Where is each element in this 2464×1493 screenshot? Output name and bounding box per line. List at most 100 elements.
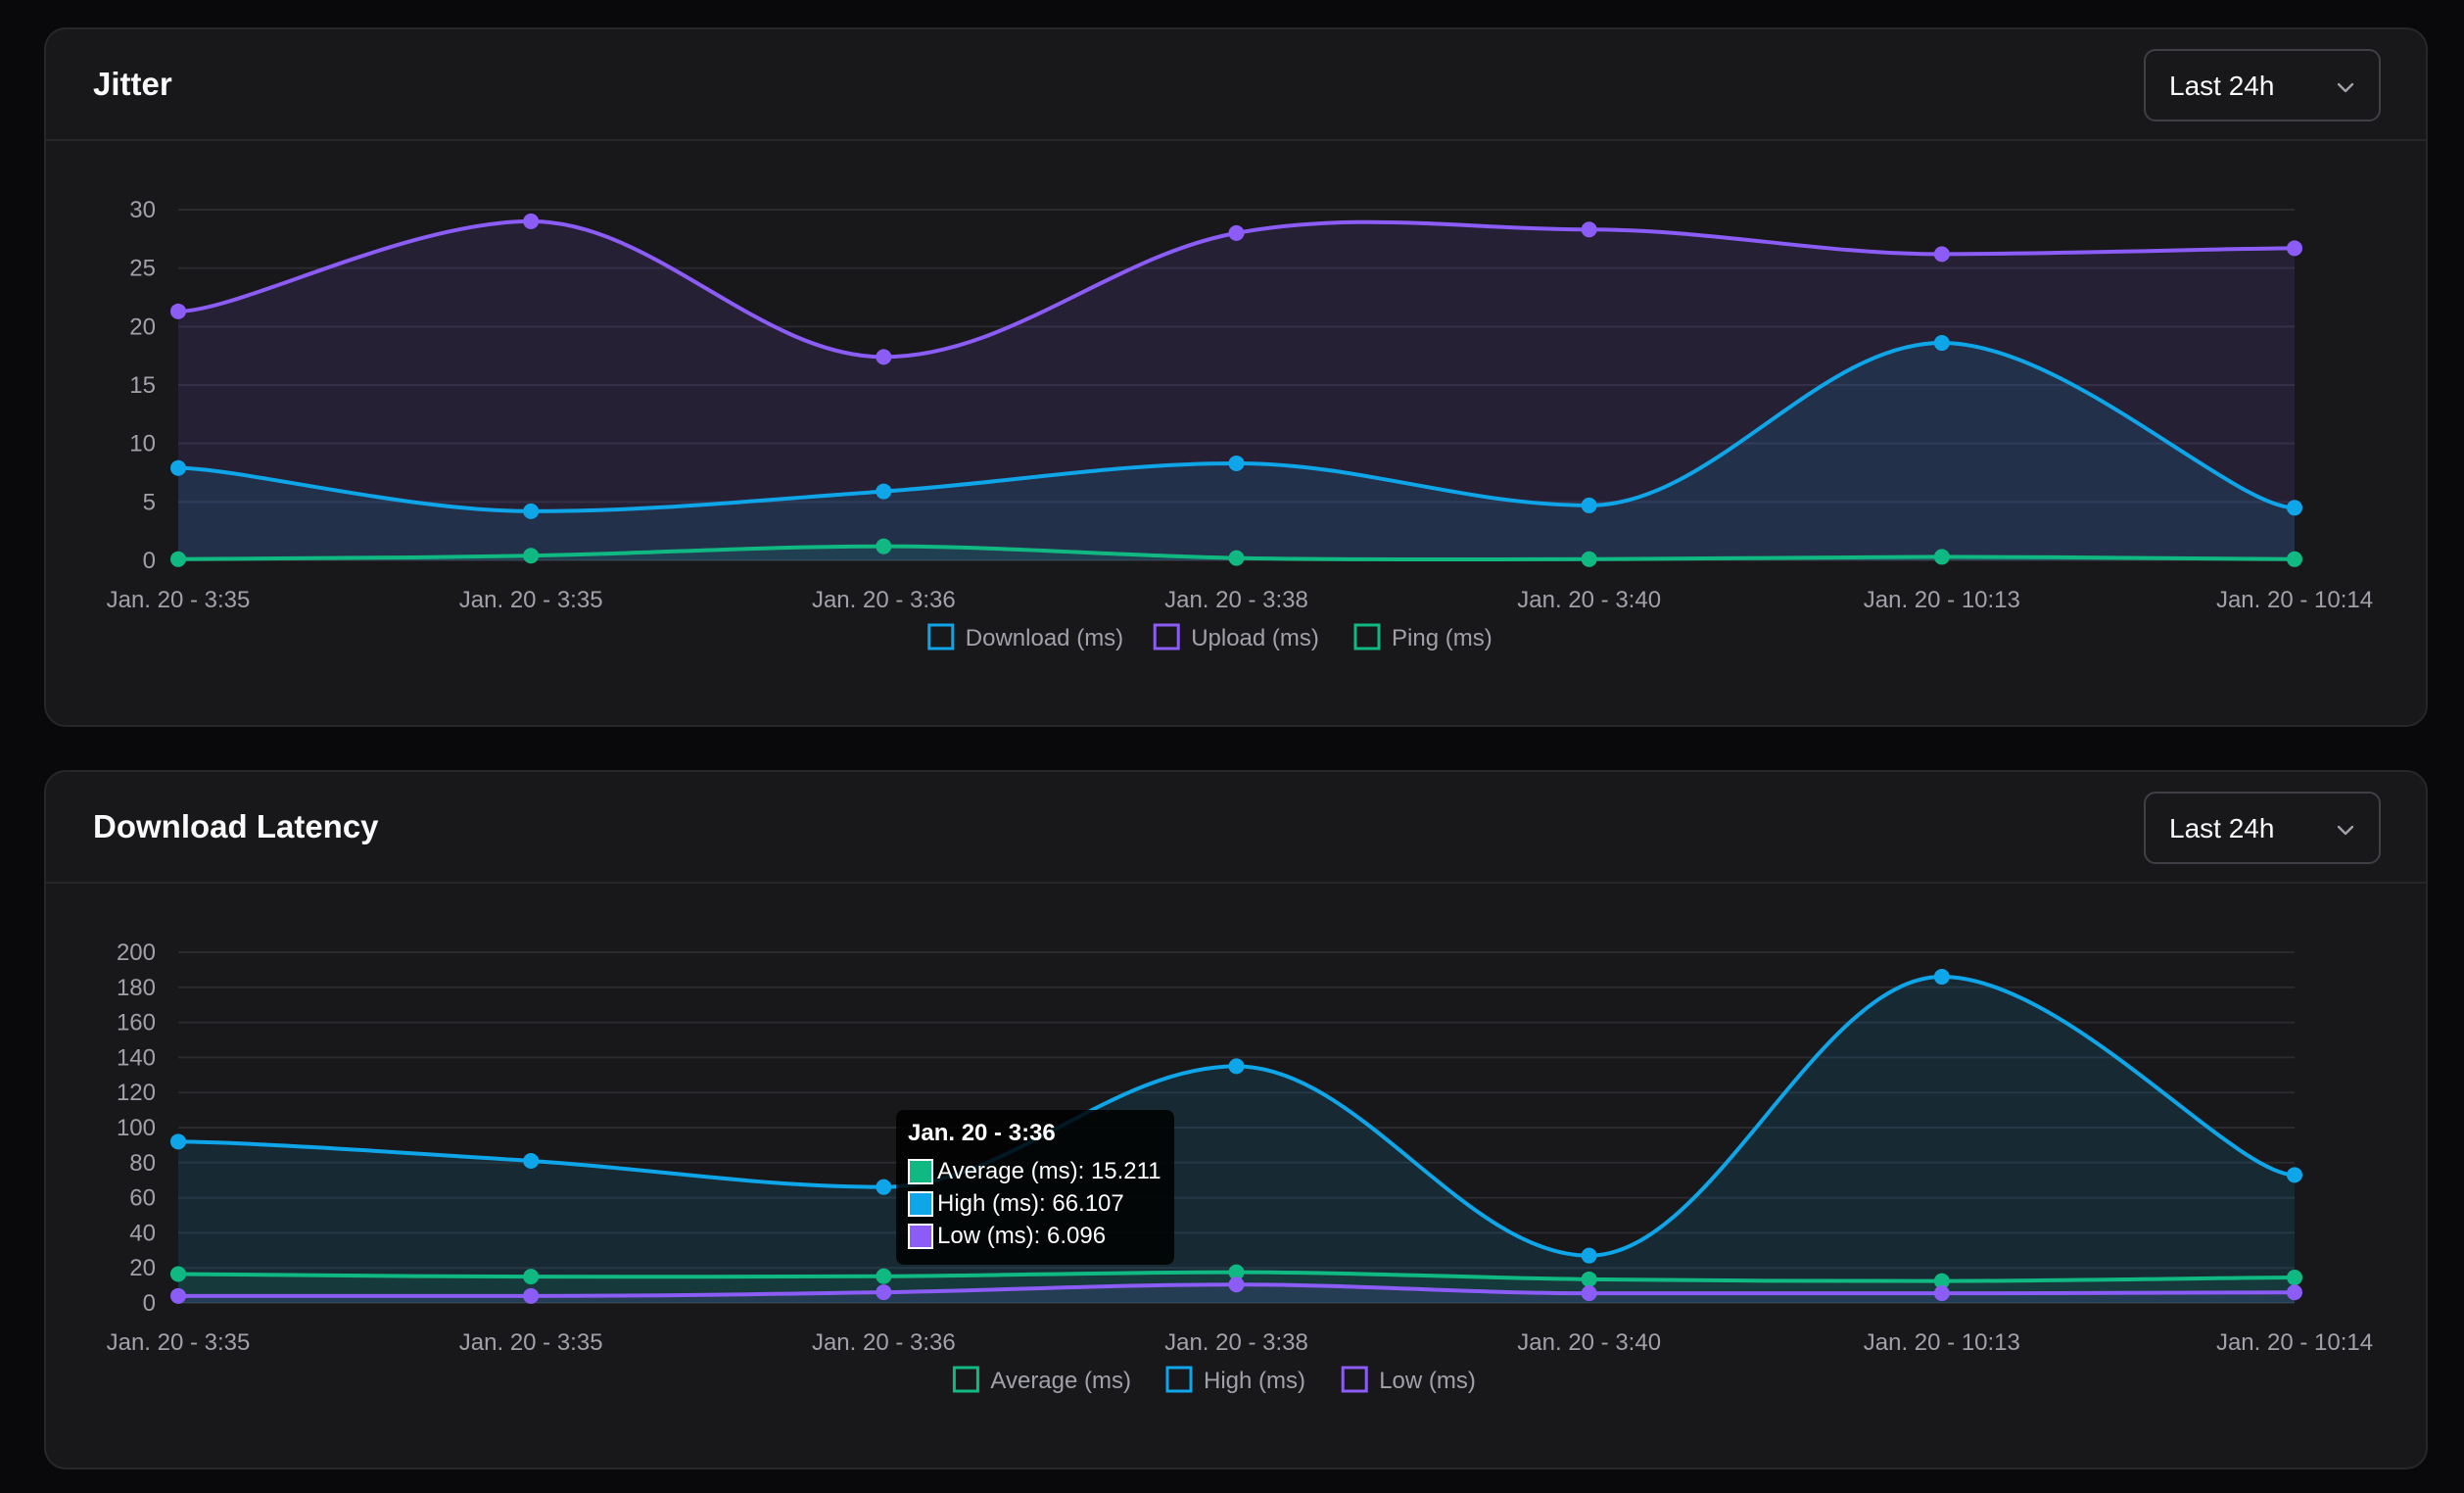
x-tick-label: Jan. 20 - 3:35 [107,587,251,613]
x-tick-label: Jan. 20 - 3:36 [812,1329,956,1356]
y-tick-label: 40 [129,1220,156,1246]
x-tick-label: Jan. 20 - 10:14 [2216,587,2373,613]
x-tick-label: Jan. 20 - 10:13 [1864,1329,2020,1356]
data-point [876,483,892,500]
data-point [2287,551,2302,567]
legend-label: Download (ms) [966,625,1123,651]
data-point [1228,224,1245,241]
tooltip-swatch-high [908,1190,933,1217]
y-tick-label: 100 [117,1115,156,1141]
time-range-value: Last 24h [2169,813,2275,843]
data-point [2287,500,2302,516]
data-point [1581,1247,1597,1264]
series-area [178,546,2295,560]
data-point [876,1179,892,1195]
y-tick-label: 120 [117,1080,156,1106]
x-tick-label: Jan. 20 - 3:38 [1164,1329,1308,1356]
y-tick-label: 30 [129,197,156,223]
data-point [2287,240,2302,257]
y-tick-label: 0 [143,1290,156,1317]
x-tick-label: Jan. 20 - 3:38 [1164,587,1308,613]
legend-label: Ping (ms) [1392,625,1493,651]
data-point [170,1266,186,1282]
y-tick-label: 10 [129,431,156,458]
x-tick-label: Jan. 20 - 3:35 [459,587,603,613]
data-point [1228,1276,1245,1293]
tooltip-swatch-low [908,1223,933,1249]
x-tick-label: Jan. 20 - 3:40 [1517,587,1661,613]
download-latency-chart: 0 20 40 60 80 100 120 140 160 180 200 Jan. 20 - 3:3… [107,939,2373,1394]
legend-label: Upload (ms) [1191,625,1319,651]
data-point [1581,1285,1597,1302]
data-point [876,1268,892,1284]
jitter-card-header: Jitter Last 24h [46,29,2426,141]
tooltip-row-label: Average (ms): 15.211 [937,1157,1161,1184]
x-tick-label: Jan. 20 - 3:35 [459,1329,603,1356]
y-tick-label: 60 [129,1185,156,1212]
legend-label: High (ms) [1204,1368,1305,1394]
data-point [876,349,892,365]
data-point [523,1287,540,1304]
y-tick-label: 140 [117,1044,156,1071]
data-point [523,1153,540,1170]
download-latency-card: Download Latency Last 24h 0 20 40 60 80 100 12… [44,770,2428,1469]
data-point [1933,549,1950,565]
jitter-card: Jitter Last 24h 0 5 10 15 20 25 30 Jan. 20 - 3:… [44,27,2428,727]
x-tick-label: Jan. 20 - 3:35 [107,1329,251,1356]
data-point [170,1287,186,1304]
legend-swatch [952,1366,979,1393]
data-point [876,538,892,554]
y-tick-label: 5 [143,489,156,515]
data-point [170,1133,186,1150]
y-tick-label: 25 [129,256,156,282]
tooltip-title: Jan. 20 - 3:36 [908,1120,1056,1146]
data-point [1581,497,1597,513]
legend-swatch [927,623,955,650]
y-tick-label: 200 [117,939,156,966]
download-latency-card-header: Download Latency Last 24h [46,772,2426,884]
chart-tooltip: Jan. 20 - 3:36 Average (ms): 15.211 High… [896,1110,1174,1265]
tooltip-row-high: High (ms): 66.107 [908,1187,1162,1220]
y-tick-label: 160 [117,1010,156,1036]
data-point [1228,1058,1245,1075]
y-tick-label: 0 [143,548,156,574]
data-point [1933,1273,1950,1289]
card-title: Jitter [93,66,172,102]
time-range-select[interactable]: Last 24h [2144,49,2381,121]
legend-swatch [1353,623,1381,650]
data-point [1933,1285,1950,1302]
time-range-select[interactable]: Last 24h [2144,792,2381,864]
data-point [2287,1270,2302,1286]
data-point [170,459,186,476]
x-tick-label: Jan. 20 - 10:14 [2216,1329,2373,1356]
y-tick-label: 20 [129,313,156,340]
data-point [523,548,540,564]
legend-swatch [1153,623,1180,650]
data-point [523,213,540,229]
legend-label: Low (ms) [1379,1368,1476,1394]
x-tick-label: Jan. 20 - 3:40 [1517,1329,1661,1356]
data-point [1581,551,1597,567]
data-point [2287,1167,2302,1183]
data-point [1933,246,1950,263]
tooltip-row-average: Average (ms): 15.211 [908,1155,1162,1187]
series-area [178,977,2295,1303]
data-point [523,503,540,519]
jitter-chart: 0 5 10 15 20 25 30 Jan. 20 - 3:35 Jan. 20 - 3:35… [107,197,2373,651]
data-point [523,1269,540,1285]
data-point [876,1284,892,1301]
y-tick-label: 20 [129,1255,156,1281]
data-point [1581,221,1597,238]
data-point [1933,335,1950,352]
legend-swatch [1341,1366,1368,1393]
tooltip-row-low: Low (ms): 6.096 [908,1220,1162,1252]
time-range-value: Last 24h [2169,71,2275,101]
data-point [1228,550,1245,566]
data-point [170,551,186,567]
legend-swatch [1165,1366,1193,1393]
data-point [1581,1271,1597,1287]
tooltip-row-label: Low (ms): 6.096 [937,1222,1107,1249]
series-area [178,220,2295,560]
x-tick-label: Jan. 20 - 3:36 [812,587,956,613]
series-area [178,1284,2295,1303]
